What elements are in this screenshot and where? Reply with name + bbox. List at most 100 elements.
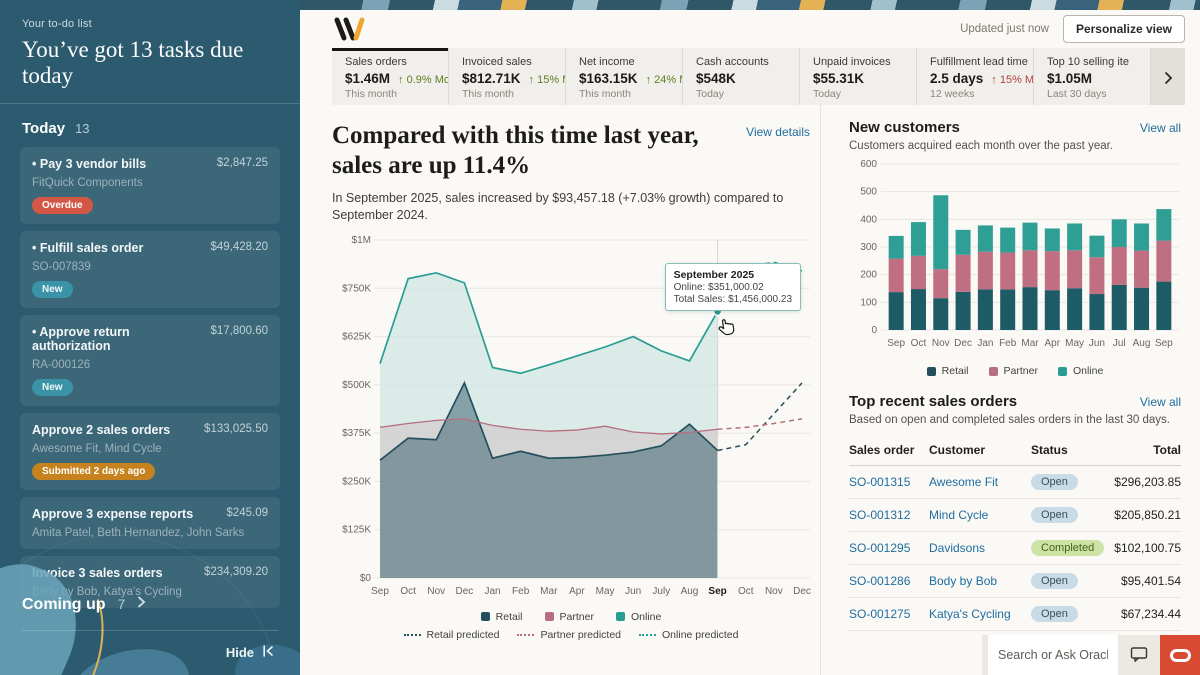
status-badge: Open [1031, 573, 1078, 589]
sales-order-link[interactable]: SO-001275 [849, 607, 911, 621]
legend-label: Online [1072, 365, 1104, 377]
new-customers-view-all-link[interactable]: View all [1139, 121, 1181, 135]
kpi-card-top-selling-items[interactable]: Top 10 selling ite $1.05M Last 30 days [1034, 48, 1151, 105]
new-customers-title: New customers [849, 119, 960, 136]
retail-predicted-dash-icon [403, 633, 421, 636]
sales-trend-chart[interactable]: $1M $750K $625K $500K $375K $250K $125K $0 Sep Oc… [332, 230, 811, 607]
collapse-left-icon [262, 645, 274, 660]
status-badge: Overdue [32, 197, 93, 214]
oracle-logo-button[interactable] [1160, 635, 1200, 675]
kpi-period: Today [813, 88, 842, 100]
sales-orders-view-all-link[interactable]: View all [1139, 395, 1181, 409]
task-card[interactable]: Approve 2 sales orders $133,025.50 Aweso… [20, 413, 280, 490]
legend-label: Retail [495, 610, 523, 623]
hide-sidebar-button[interactable]: Hide [226, 645, 274, 660]
status-badge: Open [1031, 474, 1078, 490]
kpi-period: 12 weeks [930, 88, 975, 100]
order-total: $95,401.54 [1107, 564, 1181, 598]
kpi-card-net-income[interactable]: Net income $163.15K ↑ 24% MoM This month [566, 48, 683, 105]
kpi-scroll-next-button[interactable] [1151, 48, 1185, 105]
personalize-view-button[interactable]: Personalize view [1062, 15, 1185, 43]
svg-text:Mar: Mar [1021, 338, 1039, 349]
table-header-row: Sales order Customer Status Total [849, 436, 1181, 466]
svg-text:July: July [652, 586, 670, 597]
svg-text:Dec: Dec [456, 586, 474, 597]
table-row: SO-001286 Body by Bob Open $95,401.54 [849, 564, 1181, 598]
kpi-value: 2.5 days [930, 71, 984, 86]
kpi-value: $548K [696, 71, 736, 86]
kpi-label: Cash accounts [696, 56, 769, 68]
sales-order-link[interactable]: SO-001295 [849, 541, 911, 555]
svg-text:Aug: Aug [1133, 338, 1151, 349]
kpi-card-fulfillment-lead-time[interactable]: Fulfillment lead time 2.5 days↑ 15% MoM … [917, 48, 1034, 105]
svg-text:Apr: Apr [569, 586, 585, 597]
sales-order-link[interactable]: SO-001312 [849, 508, 911, 522]
chat-button[interactable] [1118, 635, 1160, 675]
customer-link[interactable]: Awesome Fit [929, 475, 999, 489]
legend-label: Partner [1003, 365, 1038, 377]
kpi-value: $163.15K [579, 71, 638, 86]
customer-link[interactable]: Davidsons [929, 541, 986, 555]
new-customers-chart[interactable]: 600 500 400 300 200 100 0 Sep Oct Nov Dec Jan Feb Mar… [849, 152, 1181, 363]
sidebar-header: Your to-do list You’ve got 13 tasks due … [0, 0, 300, 104]
kpi-label: Net income [579, 56, 635, 68]
sales-order-link[interactable]: SO-001286 [849, 574, 911, 588]
svg-text:Nov: Nov [427, 586, 445, 597]
legend-label: Online [630, 610, 662, 623]
new-customers-legend: Retail Partner Online [849, 365, 1181, 377]
task-title: Approve 2 sales orders [32, 423, 171, 437]
customer-link[interactable]: Katya's Cycling [929, 607, 1011, 621]
task-card[interactable]: Approve 3 expense reports $245.09 Amita … [20, 497, 280, 549]
task-card[interactable]: Fulfill sales order $49,428.20 SO-007839… [20, 231, 280, 308]
kpi-card-sales-orders[interactable]: Sales orders $1.46M ↑ 0.9% MoM This month [332, 48, 449, 105]
kpi-value: $812.71K [462, 71, 521, 86]
kpi-delta: ↑ 15% MoM [991, 74, 1034, 86]
customer-link[interactable]: Body by Bob [929, 574, 998, 588]
kpi-card-unpaid-invoices[interactable]: Unpaid invoices $55.31K Today [800, 48, 917, 105]
view-details-link[interactable]: View details [746, 125, 810, 139]
kpi-delta: ↑ 24% MoM [645, 74, 682, 86]
main-area: Updated just now Personalize view Sales … [300, 0, 1200, 675]
legend-label: Retail predicted [426, 628, 500, 641]
customer-link[interactable]: Mind Cycle [929, 508, 989, 522]
kpi-value: $1.05M [1047, 71, 1093, 86]
global-search-bar [982, 635, 1200, 675]
column-header: Customer [929, 436, 1031, 466]
task-amount: $49,428.20 [210, 241, 268, 253]
kpi-card-cash-accounts[interactable]: Cash accounts $548K Today [683, 48, 800, 105]
todo-eyebrow: Your to-do list [22, 18, 92, 30]
chevron-right-icon [137, 596, 146, 611]
table-row: SO-001315 Awesome Fit Open $296,203.85 [849, 465, 1181, 499]
sales-trend-svg: $1M $750K $625K $500K $375K $250K $125K $0 Sep Oc… [342, 235, 811, 597]
table-row: SO-001295 Davidsons Completed $102,100.7… [849, 531, 1181, 565]
today-count: 13 [75, 121, 90, 136]
today-section: Today 13 Pay 3 vendor bills $2,847.25 Fi… [0, 104, 300, 608]
sales-orders-title: Top recent sales orders [849, 393, 1018, 410]
svg-text:Oct: Oct [400, 586, 416, 597]
task-title: Fulfill sales order [32, 241, 144, 255]
kpi-label: Invoiced sales [462, 56, 532, 68]
task-title: Invoice 3 sales orders [32, 566, 163, 580]
task-subtitle: SO-007839 [32, 261, 91, 273]
order-total: $102,100.75 [1107, 531, 1181, 565]
todo-title: You’ve got 13 tasks due today [22, 37, 244, 88]
search-input[interactable] [988, 635, 1118, 675]
task-card[interactable]: Pay 3 vendor bills $2,847.25 FitQuick Co… [20, 147, 280, 224]
column-header: Sales order [849, 436, 929, 466]
kpi-card-invoiced-sales[interactable]: Invoiced sales $812.71K ↑ 15% MoM This mo… [449, 48, 566, 105]
sales-order-link[interactable]: SO-001315 [849, 475, 911, 489]
svg-text:Jan: Jan [484, 586, 500, 597]
coming-up-count: 7 [117, 596, 126, 612]
task-amount: $2,847.25 [216, 157, 268, 169]
svg-text:Apr: Apr [1045, 338, 1061, 349]
svg-text:Sep: Sep [708, 586, 726, 597]
coming-up-toggle[interactable]: Coming up 7 [22, 596, 278, 614]
order-total: $205,850.21 [1107, 498, 1181, 532]
hide-label: Hide [225, 645, 254, 660]
task-card[interactable]: Approve return authorization $17,800.60 … [20, 315, 280, 406]
updated-status: Updated just now [960, 23, 1049, 35]
svg-text:Nov: Nov [765, 586, 783, 597]
svg-text:Jun: Jun [1089, 338, 1105, 349]
status-badge: Completed [1031, 540, 1105, 556]
